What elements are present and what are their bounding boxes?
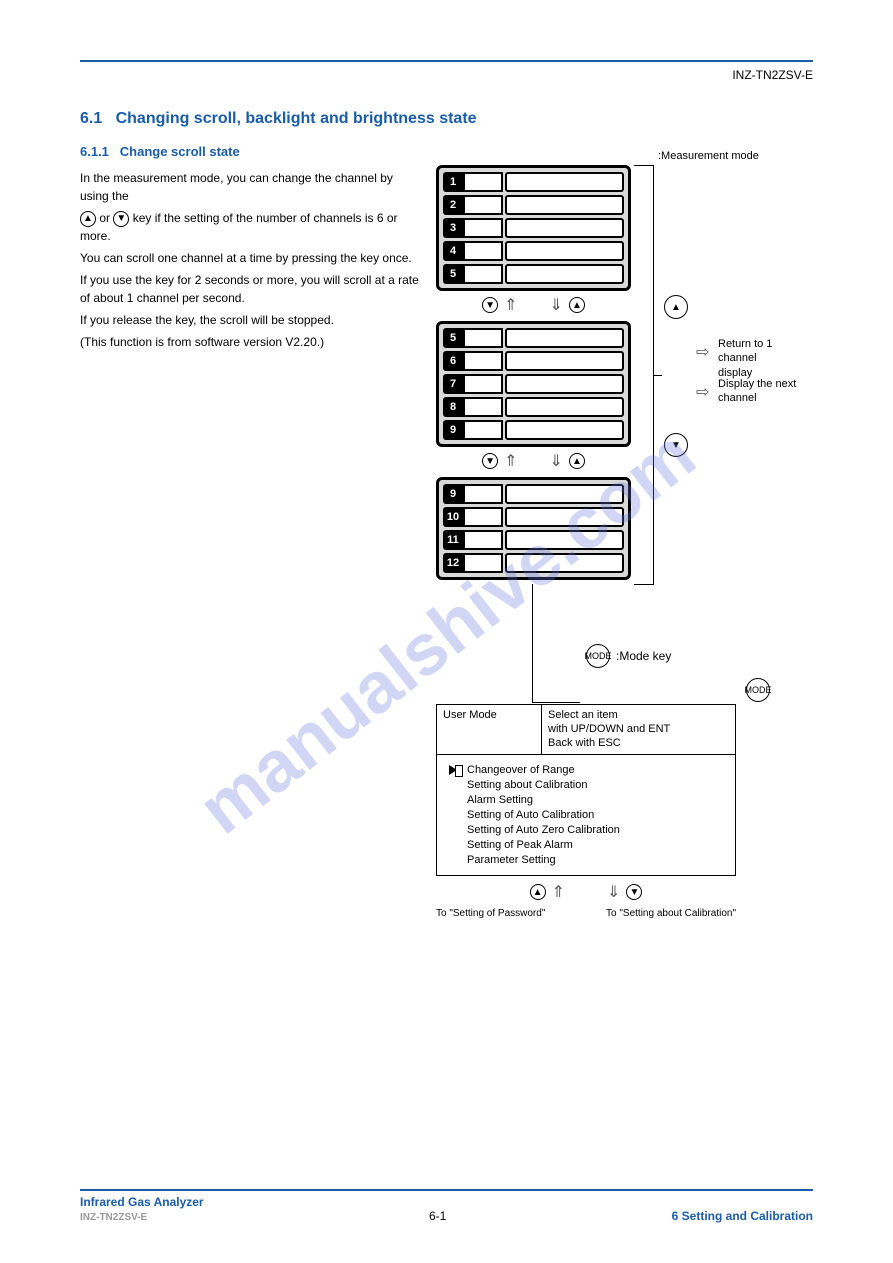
row-num: 8 <box>443 397 463 417</box>
note2-l2: channel <box>718 392 757 404</box>
footer-left: Infrared Gas Analyzer INZ-TN2ZSV-E <box>80 1195 204 1223</box>
up-icon[interactable]: ▲ <box>664 295 688 319</box>
row-num: 7 <box>443 374 463 394</box>
section-title: 6.1 Changing scroll, backlight and brigh… <box>80 110 813 128</box>
right-arrow-icon: ⇨ <box>696 344 709 361</box>
down-icon[interactable]: ▼ <box>482 297 498 313</box>
row-num: 6 <box>443 351 463 371</box>
menu-item[interactable]: Setting about Calibration <box>467 779 723 791</box>
doc-ref: INZ-TN2ZSV-E <box>80 68 813 82</box>
row-num: 9 <box>443 484 463 504</box>
mode-key-icon[interactable]: MODE <box>586 644 610 668</box>
menu-item[interactable]: Alarm Setting <box>467 794 723 806</box>
nav-label-left: To "Setting of Password" <box>436 908 545 919</box>
intro-line1: In the measurement mode, you can change … <box>80 169 420 205</box>
dbl-up-icon: ⇑ <box>552 882 565 902</box>
right-arrow-icon: ⇨ <box>696 384 709 401</box>
row-num: 4 <box>443 241 463 261</box>
menu-item[interactable]: Parameter Setting <box>467 854 723 866</box>
intro-line5: If you release the key, the scroll will … <box>80 311 420 329</box>
row-num: 5 <box>443 264 463 284</box>
dbl-down-icon: ⇓ <box>550 295 563 315</box>
row-num: 12 <box>443 553 463 573</box>
menu-item[interactable]: Setting of Auto Zero Calibration <box>467 824 723 836</box>
mode-key-label: :Mode key <box>616 649 671 663</box>
row-num: 10 <box>443 507 463 527</box>
panel-3: 9 10 11 12 <box>436 477 631 580</box>
up-icon[interactable]: ▲ <box>80 211 96 227</box>
panel-1: 1 2 3 4 5 <box>436 165 631 291</box>
intro-line6: (This function is from software version … <box>80 333 420 351</box>
dbl-down-icon: ⇓ <box>550 451 563 471</box>
footer-right: 6 Setting and Calibration <box>672 1209 813 1223</box>
nav-label-right: To "Setting about Calibration" <box>606 908 736 919</box>
row-num: 2 <box>443 195 463 215</box>
intro-line3: You can scroll one channel at a time by … <box>80 249 420 267</box>
row-num: 5 <box>443 328 463 348</box>
nav-row-1: ▼ ⇑ ⇓ ▲ <box>436 295 631 315</box>
dbl-down-icon: ⇓ <box>607 882 620 902</box>
nav-row-bottom: ▲ ⇑ ⇓ ▼ <box>436 882 736 902</box>
up-icon[interactable]: ▲ <box>569 297 585 313</box>
up-icon[interactable]: ▲ <box>530 884 546 900</box>
dbl-up-icon: ⇑ <box>504 295 517 315</box>
row-num: 9 <box>443 420 463 440</box>
row-num: 11 <box>443 530 463 550</box>
menu-item[interactable]: Setting of Auto Calibration <box>467 809 723 821</box>
user-mode-title: User Mode <box>437 705 542 754</box>
user-mode-hint: Select an item with UP/DOWN and ENT Back… <box>542 705 735 754</box>
down-icon[interactable]: ▼ <box>482 453 498 469</box>
menu-item[interactable]: Setting of Peak Alarm <box>467 839 723 851</box>
row-num: 1 <box>443 172 463 192</box>
intro-line4: If you use the key for 2 seconds or more… <box>80 271 420 307</box>
user-mode-box: User Mode Select an item with UP/DOWN an… <box>436 704 736 876</box>
down-icon[interactable]: ▼ <box>626 884 642 900</box>
panel-2: 5 6 7 8 9 <box>436 321 631 447</box>
menu-item[interactable]: Changeover of Range <box>467 764 723 776</box>
down-icon[interactable]: ▼ <box>664 433 688 457</box>
page-number: 6-1 <box>204 1209 672 1223</box>
nav-row-2: ▼ ⇑ ⇓ ▲ <box>436 451 631 471</box>
note1-l1: Return to 1 channel <box>718 338 772 364</box>
note2-l1: Display the next <box>718 378 796 390</box>
row-num: 3 <box>443 218 463 238</box>
pointer-icon <box>449 765 463 775</box>
down-icon[interactable]: ▼ <box>113 211 129 227</box>
dbl-up-icon: ⇑ <box>504 451 517 471</box>
intro-line2: ▲ or ▼ key if the setting of the number … <box>80 209 420 245</box>
measurement-mode-label: :Measurement mode <box>658 149 759 163</box>
up-icon[interactable]: ▲ <box>569 453 585 469</box>
